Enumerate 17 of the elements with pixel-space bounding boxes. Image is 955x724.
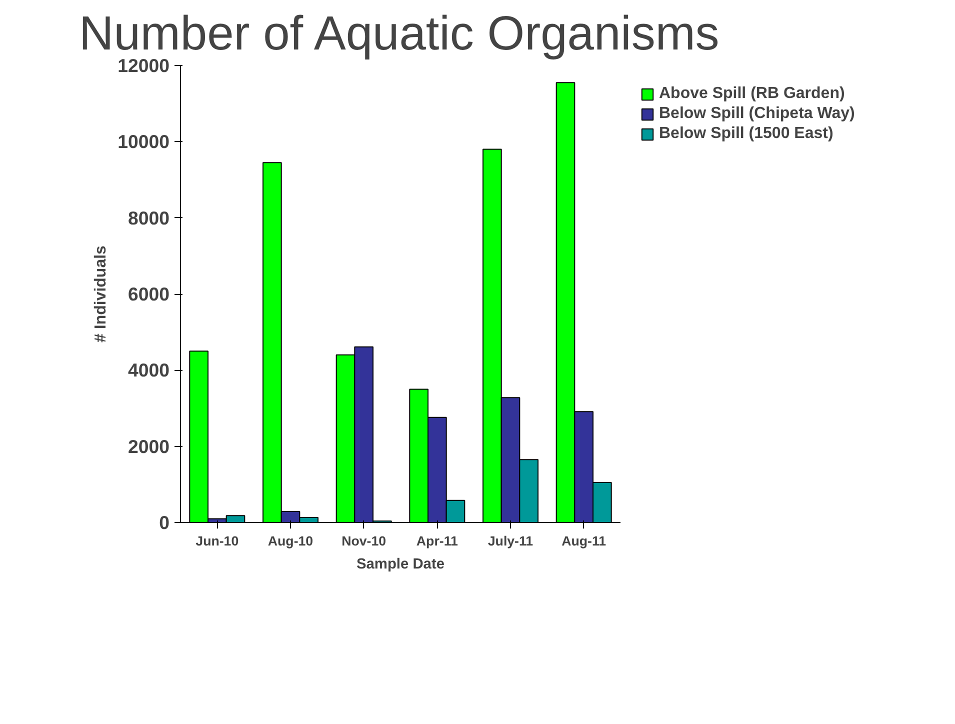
x-tick-label: Nov-10 <box>342 534 386 548</box>
x-tick-label: July-11 <box>488 534 534 548</box>
y-tick-label: 4000 <box>128 360 170 381</box>
y-axis-title: # Individuals <box>92 245 110 342</box>
x-tick-label: Apr-11 <box>416 534 458 548</box>
x-tick-label: Aug-10 <box>268 534 314 548</box>
y-tick-label: 0 <box>159 512 170 533</box>
y-tick-label: 6000 <box>128 284 170 304</box>
x-axis-title: Sample Date <box>356 556 444 572</box>
y-tick-label: 2000 <box>128 436 170 457</box>
legend-label: Below Spill (1500 East) <box>659 125 834 143</box>
y-tick-label: 10000 <box>118 131 170 152</box>
x-tick-label: Aug-11 <box>562 534 607 548</box>
legend-label: Below Spill (Chipeta Way) <box>659 105 855 123</box>
x-tick-label: Jun-10 <box>196 534 239 548</box>
legend-label: Above Spill (RB Garden) <box>659 85 845 103</box>
y-tick-label: 8000 <box>128 207 170 228</box>
